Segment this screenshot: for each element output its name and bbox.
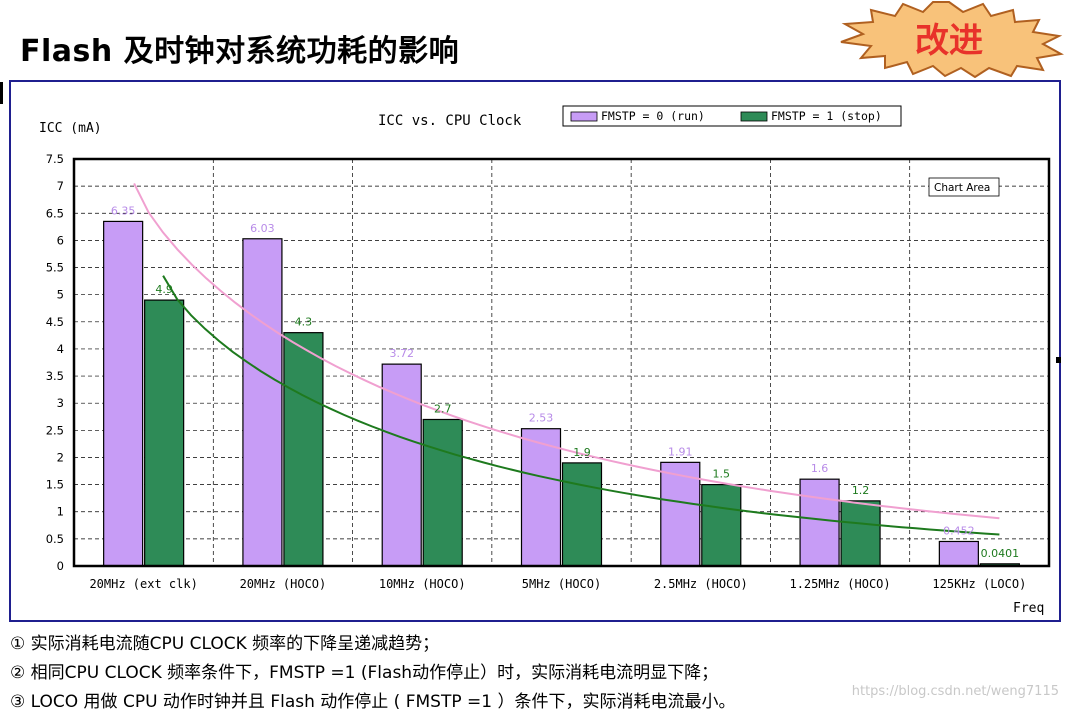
bar-stop <box>701 484 742 567</box>
data-label-run: 3.72 <box>389 347 414 360</box>
bar-stop <box>144 299 185 567</box>
data-label-run: 1.6 <box>811 462 829 475</box>
y-tick-label: 0 <box>57 559 64 573</box>
y-tick-label: 4 <box>57 342 64 356</box>
data-label-stop: 4.3 <box>295 316 313 329</box>
frame-marker-right <box>1056 357 1061 363</box>
data-label-stop: 0.0401 <box>981 547 1020 560</box>
data-label-stop: 1.5 <box>713 468 731 481</box>
note-3: ③ LOCO 用做 CPU 动作时钟并且 Flash 动作停止 ( FMSTP … <box>10 692 736 712</box>
data-label-stop: 4.9 <box>155 283 173 296</box>
data-label-run: 0.452 <box>943 524 975 537</box>
grid-layer <box>74 159 1049 566</box>
chart-area-tooltip-label: Chart Area <box>934 182 990 194</box>
y-tick-label: 7 <box>57 179 64 193</box>
data-label-run: 6.35 <box>111 204 136 217</box>
x-tick-label: 2.5MHz (HOCO) <box>654 577 748 591</box>
data-label-stop: 1.2 <box>852 484 870 497</box>
x-tick-label: 10MHz (HOCO) <box>379 577 466 591</box>
y-tick-label: 1.5 <box>46 478 64 492</box>
legend-box <box>562 105 902 127</box>
y-tick-label: 4.5 <box>46 315 64 329</box>
y-tick-label: 5 <box>57 288 64 302</box>
bar-run <box>938 540 979 567</box>
chart-area-tooltip: Chart Area <box>928 177 1000 197</box>
bar-run <box>242 238 283 567</box>
bar-run <box>520 428 562 567</box>
data-label-stop: 2.7 <box>434 402 452 415</box>
trend-line-run <box>133 182 1000 520</box>
starburst-shape <box>840 0 1064 78</box>
y-tick-label: 0.5 <box>46 532 64 546</box>
data-label-run: 2.53 <box>529 412 554 425</box>
data-label-stop: 1.9 <box>573 446 591 459</box>
note-1: ① 实际消耗电流随CPU CLOCK 频率的下降呈递减趋势； <box>10 634 440 654</box>
data-label-run: 6.03 <box>250 222 275 235</box>
x-tick-label: 20MHz (ext clk) <box>89 577 197 591</box>
chart-svg: 6.354.96.034.33.722.72.531.9 1.911.5 1.61.… <box>39 105 1051 616</box>
y-tick-label: 2 <box>57 450 64 464</box>
legend-swatch-run <box>570 111 598 122</box>
legend-label-run: FMSTP = 0 (run) <box>601 109 705 123</box>
data-label-run: 1.91 <box>668 445 693 458</box>
bar-run <box>103 220 144 567</box>
labels-layer: 6.35 4.9 6.03 4.3 3.72 2.7 2.53 1.9 1.91 1.5 1.6 1.… <box>111 204 1019 559</box>
y-tick-label: 6 <box>57 233 64 247</box>
frame-marker-left <box>0 82 3 104</box>
bar-stop <box>422 418 463 567</box>
chart-area-tooltip-box <box>928 177 1000 197</box>
y-tick-label: 3.5 <box>46 369 64 383</box>
bar-stop <box>840 500 881 567</box>
y-tick-label: 5.5 <box>46 261 64 275</box>
x-tick-label: 125KHz (LOCO) <box>932 577 1026 591</box>
chart-title: ICC vs. CPU Clock <box>378 113 522 129</box>
badge-label: 改进 <box>915 21 983 61</box>
legend: FMSTP = 0 (run) FMSTP = 1 (stop) <box>562 105 902 127</box>
x-tick-label: 1.25MHz (HOCO) <box>789 577 890 591</box>
watermark: https://blog.csdn.net/weng7115 <box>851 684 1059 699</box>
x-tick-label: 5MHz (HOCO) <box>522 577 601 591</box>
plot-frame <box>72 157 1051 568</box>
x-tick-label: 20MHz (HOCO) <box>240 577 327 591</box>
bar-stop <box>561 462 603 567</box>
trend-line-stop <box>162 275 1000 536</box>
y-tick-label: 2.5 <box>46 423 64 437</box>
note-2: ② 相同CPU CLOCK 频率条件下，FMSTP =1 (Flash动作停止）… <box>10 663 719 683</box>
bars-layer <box>103 220 1020 567</box>
legend-swatch-stop <box>740 111 768 122</box>
x-axis-title: Freq <box>1013 601 1044 616</box>
y-axis-title: ICC (mA) <box>39 121 102 136</box>
page-title: Flash 及时钟对系统功耗的影响 <box>20 34 460 69</box>
y-tick-label: 3 <box>57 396 64 410</box>
bar-run <box>799 478 840 567</box>
chart-frame: 6.35 4.9 6.03 4.3 3.72 2.7 2.53 1.9 1.91 1.5 1.6 1.… <box>9 80 1061 622</box>
y-tick-label: 7.5 <box>46 152 64 166</box>
legend-label-stop: FMSTP = 1 (stop) <box>771 109 882 123</box>
bar-run <box>381 363 422 567</box>
bar-stop <box>283 332 324 567</box>
y-tick-label: 6.5 <box>46 206 64 220</box>
improvement-badge: 改进 <box>840 0 1064 78</box>
y-tick-label: 1 <box>57 505 64 519</box>
trend-layer <box>133 182 1000 536</box>
